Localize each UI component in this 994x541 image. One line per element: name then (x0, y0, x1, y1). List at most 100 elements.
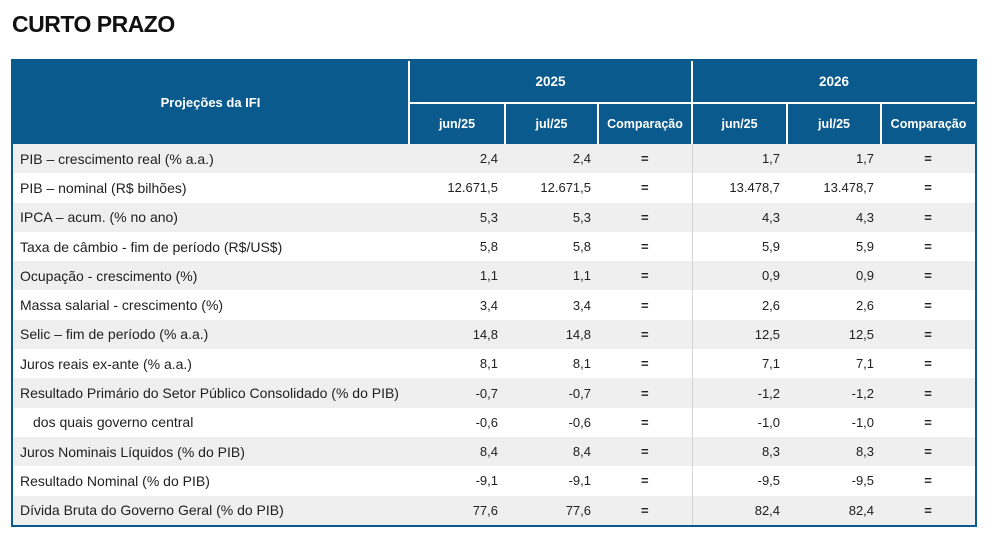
value-2025-jun: 8,4 (409, 436, 505, 467)
row-label: Ocupação - crescimento (%) (13, 261, 409, 291)
comparison-2025: = (598, 319, 693, 350)
header-2026-jun: jun/25 (691, 103, 788, 144)
value-2026-jun: -1,0 (691, 407, 788, 437)
row-label: Juros reais ex-ante (% a.a.) (20, 355, 192, 372)
value-2026-jul: 8,3 (787, 436, 882, 467)
header-row-years: Projeções da IFI 2025 2026 (13, 61, 976, 144)
value-2026-jul: 13.478,7 (823, 180, 875, 196)
comparison-2026: = (924, 180, 932, 196)
header-year-2026: 2026 (691, 61, 976, 104)
table-row: IPCA – acum. (% no ano) 5,3 5,3 = 4,3 4,… (13, 202, 976, 232)
header-row-columns: jun/25 jul/25 Comparação jun/25 jul/25 C… (13, 103, 976, 144)
value-2026-jul: 0,9 (787, 261, 882, 291)
value-2026-jun: 8,3 (691, 436, 788, 467)
comparison-2026: = (881, 495, 976, 525)
value-2025-jun: 2,4 (409, 144, 505, 174)
comparison-2026: = (881, 436, 976, 467)
comparison-2025: = (640, 180, 649, 196)
table-row: Juros reais ex-ante (% a.a.) 8,1 8,1 = 7… (13, 349, 975, 379)
value-2026-jun: 5,9 (691, 231, 788, 262)
comparison-2026: = (924, 356, 932, 372)
value-2025-jun: -0,7 (409, 378, 505, 408)
comparison-2025: = (598, 144, 693, 174)
value-2025-jun: 3,4 (479, 297, 498, 313)
value-2025-jul: 77,6 (505, 495, 598, 525)
value-2025-jul: -9,1 (568, 473, 591, 489)
comparison-2025: = (640, 473, 649, 489)
comparison-2026: = (881, 261, 976, 291)
value-2026-jul: -1,0 (851, 414, 875, 430)
value-2026-jul: 5,9 (855, 239, 875, 255)
comparison-2026: = (881, 202, 976, 232)
comparison-2026: = (924, 414, 932, 430)
table-row: Dívida Bruta do Governo Geral (% do PIB)… (13, 495, 976, 525)
comparison-2026: = (924, 297, 932, 313)
row-label: Juros Nominais Líquidos (% do PIB) (13, 436, 409, 467)
row-label: Resultado Nominal (% do PIB) (20, 472, 210, 489)
table-row: Ocupação - crescimento (%) 1,1 1,1 = 0,9… (13, 261, 976, 291)
projections-table: Projeções da IFI 2025 2026 jun/25 jul/25… (13, 61, 976, 525)
value-2026-jun: 1,7 (691, 144, 788, 174)
value-2025-jul: -0,7 (505, 378, 598, 408)
row-label: PIB – nominal (R$ bilhões) (20, 179, 187, 196)
value-2026-jun: -1,2 (691, 378, 788, 408)
value-2026-jul: 1,7 (787, 144, 882, 174)
row-label: Taxa de câmbio - fim de período (R$/US$) (20, 238, 283, 255)
value-2026-jun: 4,3 (691, 202, 788, 232)
value-2026-jul: 82,4 (787, 495, 882, 525)
comparison-2026: = (924, 473, 932, 489)
value-2026-jul: -1,2 (787, 378, 882, 408)
value-2025-jul: 8,1 (572, 356, 591, 372)
value-2026-jun: 0,9 (691, 261, 788, 291)
value-2025-jun: 5,8 (479, 239, 498, 255)
row-label: Dívida Bruta do Governo Geral (% do PIB) (13, 495, 409, 525)
value-2025-jun: -9,1 (475, 473, 498, 489)
table-body: PIB – crescimento real (% a.a.) 2,4 2,4 … (13, 144, 976, 525)
header-2025-jun: jun/25 (408, 103, 505, 144)
projections-table-container: Projeções da IFI 2025 2026 jun/25 jul/25… (11, 59, 977, 527)
table-row: Taxa de câmbio - fim de período (R$/US$)… (13, 231, 975, 262)
comparison-2026: = (881, 378, 976, 408)
value-2026-jul: -9,5 (851, 473, 875, 489)
comparison-2026: = (881, 319, 976, 350)
comparison-2025: = (640, 356, 649, 372)
header-2026-jul: jul/25 (786, 103, 882, 144)
value-2025-jun: 8,1 (479, 356, 498, 372)
table-row: Selic – fim de período (% a.a.) 14,8 14,… (13, 319, 976, 350)
value-2026-jul: 2,6 (855, 297, 875, 313)
value-2025-jul: 12.671,5 (540, 180, 591, 196)
row-label: dos quais governo central (33, 414, 194, 431)
value-2025-jul: 3,4 (572, 297, 591, 313)
row-label: IPCA – acum. (% no ano) (13, 202, 409, 232)
row-label: Massa salarial - crescimento (%) (20, 297, 224, 314)
table-row: PIB – nominal (R$ bilhões) 12.671,5 12.6… (13, 173, 975, 203)
comparison-2026: = (881, 144, 976, 174)
value-2025-jun: 12.671,5 (447, 180, 498, 196)
value-2025-jul: 2,4 (505, 144, 598, 174)
row-label: PIB – crescimento real (% a.a.) (13, 144, 409, 174)
value-2026-jun: 2,6 (691, 290, 788, 320)
table-row: PIB – crescimento real (% a.a.) 2,4 2,4 … (13, 144, 976, 174)
value-2025-jul: 8,4 (505, 436, 598, 467)
comparison-2025: = (640, 297, 649, 313)
value-2026-jul: 7,1 (855, 356, 875, 372)
value-2025-jun: 14,8 (409, 319, 505, 350)
table-row: Massa salarial - crescimento (%) 3,4 3,4… (13, 290, 975, 320)
row-label: Resultado Primário do Setor Público Cons… (13, 378, 409, 408)
comparison-2025: = (598, 378, 693, 408)
value-2025-jun: 1,1 (409, 261, 505, 291)
value-2025-jul: 5,3 (505, 202, 598, 232)
header-projections-label: Projeções da IFI (13, 61, 409, 144)
value-2026-jun: -9,5 (691, 466, 788, 496)
header-2026-comparison: Comparação (880, 103, 976, 144)
header-2025-comparison: Comparação (596, 103, 693, 144)
value-2025-jun: 77,6 (409, 495, 505, 525)
value-2025-jun: -0,6 (475, 414, 498, 430)
table-row-sub-item: dos quais governo central -0,6 -0,6 = -1… (13, 407, 975, 437)
value-2025-jul: 1,1 (505, 261, 598, 291)
comparison-2025: = (640, 239, 649, 255)
table-header: Projeções da IFI 2025 2026 jun/25 jul/25… (13, 61, 976, 144)
table-row: Juros Nominais Líquidos (% do PIB) 8,4 8… (13, 436, 976, 467)
comparison-2025: = (598, 261, 693, 291)
value-2026-jun: 13.478,7 (691, 173, 788, 203)
